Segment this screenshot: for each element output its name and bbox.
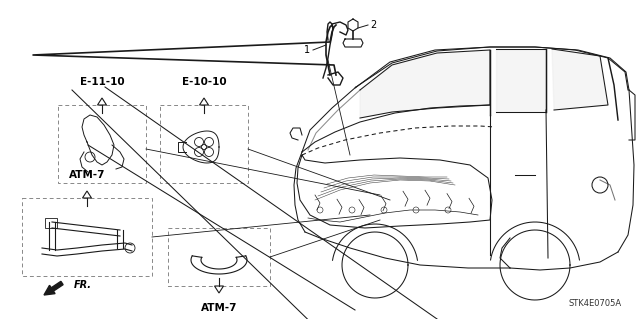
Text: 2: 2 [370,20,376,30]
Text: 1: 1 [304,45,310,55]
Bar [168,228,270,286]
Polygon shape [360,50,490,118]
Polygon shape [214,286,223,293]
Text: FR.: FR. [74,280,92,290]
FancyArrow shape [44,281,63,295]
Polygon shape [496,49,546,112]
Polygon shape [200,98,209,105]
Polygon shape [552,49,608,110]
Bar [58,105,146,183]
Bar [22,198,152,276]
Text: E-10-10: E-10-10 [182,77,227,87]
Text: E-11-10: E-11-10 [80,77,124,87]
Text: STK4E0705A: STK4E0705A [569,299,622,308]
Bar [45,218,57,228]
Bar [160,105,248,183]
Text: ATM-7: ATM-7 [68,170,105,180]
Text: ATM-7: ATM-7 [201,303,237,313]
Polygon shape [97,98,106,105]
Polygon shape [83,191,92,198]
